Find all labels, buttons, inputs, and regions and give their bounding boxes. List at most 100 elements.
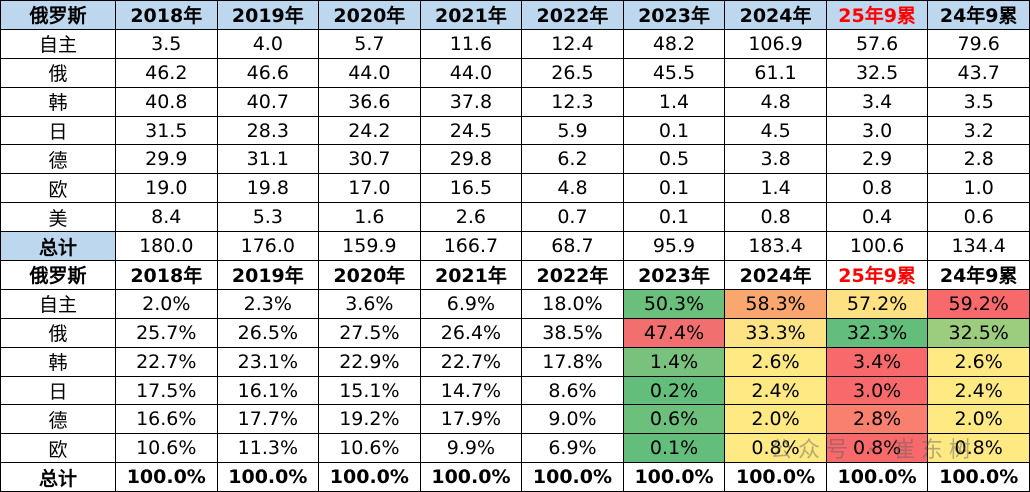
data-row: 德 29.9 31.1 30.7 29.8 6.2 0.5 3.8 2.9 2.8 <box>0 144 1030 175</box>
cell: 2021年 <box>419 260 523 290</box>
cell: 32.5% <box>927 317 1030 348</box>
cell: 0.5 <box>622 144 726 175</box>
cell: 5.3 <box>216 202 320 233</box>
cell: 0.1 <box>622 115 726 146</box>
cell: 11.3% <box>216 433 320 464</box>
cell: 2.0% <box>724 404 827 435</box>
row-label: 欧 <box>0 433 116 464</box>
cell: 1.4% <box>622 346 726 377</box>
cell: 22.7% <box>115 346 218 377</box>
cell: 24.2 <box>318 115 421 146</box>
cell: 6.9% <box>419 288 523 319</box>
data-row: 美 8.4 5.3 1.6 2.6 0.7 0.1 0.8 0.4 0.6 <box>0 202 1030 233</box>
cell: 3.5 <box>115 28 218 59</box>
cell: 100.0% <box>927 462 1030 492</box>
cell: 24.5 <box>419 115 523 146</box>
cell: 11.6 <box>419 28 523 59</box>
cell: 3.4 <box>825 86 929 117</box>
cell: 2.4% <box>927 375 1030 406</box>
cell: 37.8 <box>419 86 523 117</box>
row-label: 自主 <box>0 28 116 59</box>
cell: 0.2% <box>622 375 726 406</box>
cell: 180.0 <box>115 231 218 262</box>
cell: 38.5% <box>521 317 624 348</box>
cell: 100.0% <box>318 462 421 492</box>
row-label: 欧 <box>0 173 116 204</box>
cell: 12.3 <box>521 86 624 117</box>
cell: 22.9% <box>318 346 421 377</box>
cell: 4.8 <box>724 86 827 117</box>
cell: 95.9 <box>622 231 726 262</box>
cell: 4.0 <box>216 28 320 59</box>
cell: 29.9 <box>115 144 218 175</box>
cell: 3.2 <box>927 115 1030 146</box>
cell: 3.5 <box>927 86 1030 117</box>
cell: 31.1 <box>216 144 320 175</box>
row-label: 日 <box>0 375 116 406</box>
row-label: 韩 <box>0 86 116 117</box>
cell: 0.8% <box>825 433 929 464</box>
cell: 100.0% <box>622 462 726 492</box>
cell: 32.5 <box>825 57 929 88</box>
row-label: 德 <box>0 404 116 435</box>
cell: 2019年 <box>216 260 320 290</box>
cell: 17.0 <box>318 173 421 204</box>
row-label: 自主 <box>0 288 116 319</box>
cell: 16.6% <box>115 404 218 435</box>
cell: 59.2% <box>927 288 1030 319</box>
cell: 2022年 <box>521 260 624 290</box>
cell: 46.6 <box>216 57 320 88</box>
cell: 3.0% <box>825 375 929 406</box>
cell: 17.5% <box>115 375 218 406</box>
cell: 0.8 <box>825 173 929 204</box>
cell: 2023年 <box>622 0 726 30</box>
cell: 23.1% <box>216 346 320 377</box>
cell: 100.0% <box>216 462 320 492</box>
cell: 4.8 <box>521 173 624 204</box>
cell: 100.0% <box>419 462 523 492</box>
cell: 36.6 <box>318 86 421 117</box>
cell: 50.3% <box>622 288 726 319</box>
cell: 2.8% <box>825 404 929 435</box>
cell: 6.2 <box>521 144 624 175</box>
cell: 12.4 <box>521 28 624 59</box>
row-label: 俄罗斯 <box>0 260 116 290</box>
cell: 2020年 <box>318 0 421 30</box>
cell: 30.7 <box>318 144 421 175</box>
cell: 0.6% <box>622 404 726 435</box>
cell: 10.6% <box>115 433 218 464</box>
cell: 17.8% <box>521 346 624 377</box>
cell: 134.4 <box>927 231 1030 262</box>
cell: 25.7% <box>115 317 218 348</box>
data-row: 俄 46.2 46.6 44.0 44.0 26.5 45.5 61.1 32.5 43.7 <box>0 57 1030 88</box>
cell: 8.4 <box>115 202 218 233</box>
cell: 0.1% <box>622 433 726 464</box>
data-row: 欧 19.0 19.8 17.0 16.5 4.8 0.1 1.4 0.8 1.0 <box>0 173 1030 204</box>
cell: 40.7 <box>216 86 320 117</box>
header-row: 俄罗斯 2018年 2019年 2020年 2021年 2022年 2023年 2024年 25… <box>0 260 1030 290</box>
cell: 9.9% <box>419 433 523 464</box>
cell: 29.8 <box>419 144 523 175</box>
cell: 58.3% <box>724 288 827 319</box>
cell: 2.8 <box>927 144 1030 175</box>
cell: 16.5 <box>419 173 523 204</box>
cell: 17.9% <box>419 404 523 435</box>
cell: 2020年 <box>318 260 421 290</box>
cell: 2019年 <box>216 0 320 30</box>
cell: 9.0% <box>521 404 624 435</box>
cell: 14.7% <box>419 375 523 406</box>
cell: 15.1% <box>318 375 421 406</box>
cell: 61.1 <box>724 57 827 88</box>
cell: 100.6 <box>825 231 929 262</box>
cell: 183.4 <box>724 231 827 262</box>
total-row: 总计 180.0 176.0 159.9 166.7 68.7 95.9 183.4 100.6… <box>0 231 1030 262</box>
row-label: 俄 <box>0 317 116 348</box>
data-row: 欧 10.6% 11.3% 10.6% 9.9% 6.9% 0.1% 0.8% 0.8% 0.8% <box>0 433 1030 464</box>
cell: 4.5 <box>724 115 827 146</box>
cell: 2024年 <box>724 0 827 30</box>
cell: 43.7 <box>927 57 1030 88</box>
row-label: 日 <box>0 115 116 146</box>
cell: 17.7% <box>216 404 320 435</box>
cell: 26.4% <box>419 317 523 348</box>
